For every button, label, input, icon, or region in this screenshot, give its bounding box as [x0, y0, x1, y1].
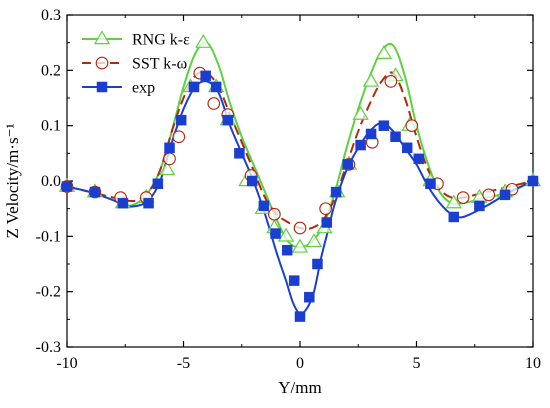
x-tick-label: -5 — [177, 355, 190, 372]
data-point — [294, 311, 306, 322]
data-point — [304, 291, 315, 303]
legend-swatch-marker — [96, 81, 108, 93]
data-point — [321, 217, 333, 228]
data-point — [288, 275, 300, 286]
y-tick-label: 0.3 — [41, 7, 61, 24]
series-markers-1 — [60, 66, 519, 235]
data-point — [362, 72, 380, 87]
y-tick-label: 0.0 — [41, 173, 61, 190]
data-point — [425, 178, 436, 190]
data-point — [143, 197, 154, 209]
data-point — [474, 200, 485, 212]
series-markers-2 — [61, 70, 539, 322]
data-point — [330, 186, 342, 198]
data-point — [293, 221, 307, 235]
y-axis-title: Z Velocity/m·s⁻¹ — [3, 123, 22, 238]
data-point — [172, 130, 186, 144]
data-point — [281, 244, 293, 256]
legend-item: exp — [82, 80, 155, 97]
data-point — [246, 175, 258, 187]
legend-swatch-marker — [93, 30, 111, 45]
data-point — [375, 45, 393, 59]
data-point — [482, 188, 496, 202]
data-point — [355, 139, 366, 151]
data-point — [258, 200, 270, 212]
data-point — [342, 159, 354, 170]
data-point — [352, 105, 369, 120]
y-tick-label: -0.1 — [36, 228, 61, 245]
series-line — [66, 71, 534, 230]
x-tick-label: -10 — [56, 355, 77, 372]
data-point — [89, 186, 101, 198]
data-point — [152, 178, 164, 190]
legend-item: RNG k-ε — [82, 30, 190, 49]
data-point — [305, 233, 323, 248]
x-tick-label: 10 — [525, 355, 541, 372]
data-point — [456, 191, 470, 204]
data-point — [164, 142, 175, 154]
legend-label: RNG k-ε — [132, 32, 190, 49]
y-tick-label: 0.1 — [41, 118, 61, 135]
data-point — [384, 75, 398, 88]
data-point — [270, 228, 281, 239]
data-point — [277, 227, 295, 242]
legend-label: exp — [132, 80, 155, 97]
y-tick-label: 0.2 — [41, 62, 61, 79]
data-point — [319, 202, 332, 216]
data-point — [268, 207, 281, 221]
x-axis-title: Y/mm — [278, 378, 321, 397]
data-point — [365, 128, 377, 140]
data-point — [445, 194, 462, 209]
legend-label: SST k-ω — [132, 56, 187, 73]
data-point — [527, 175, 539, 187]
legend-item: SST k-ω — [82, 56, 187, 73]
data-point — [390, 131, 401, 142]
x-tick-label: 0 — [296, 355, 304, 372]
data-point — [448, 211, 460, 223]
x-tick-label: 5 — [413, 355, 421, 372]
data-point — [207, 97, 221, 110]
data-point — [117, 197, 129, 209]
data-point — [413, 153, 425, 165]
data-point — [222, 114, 234, 126]
data-point — [159, 161, 176, 176]
data-point — [188, 81, 200, 93]
data-point — [163, 152, 176, 166]
legend-swatch-marker — [95, 56, 109, 70]
y-tick-label: -0.2 — [36, 284, 61, 301]
data-point — [210, 81, 222, 93]
data-point — [405, 119, 419, 133]
y-tick-label: -0.3 — [36, 339, 61, 356]
data-point — [312, 258, 323, 270]
data-point — [378, 120, 390, 131]
data-point — [61, 181, 73, 192]
data-point — [175, 114, 187, 126]
data-point — [499, 189, 511, 201]
data-point — [200, 70, 211, 82]
data-point — [401, 142, 413, 154]
data-point — [291, 238, 309, 253]
data-point — [195, 33, 212, 48]
data-point — [234, 148, 245, 159]
series-1 — [66, 71, 534, 230]
